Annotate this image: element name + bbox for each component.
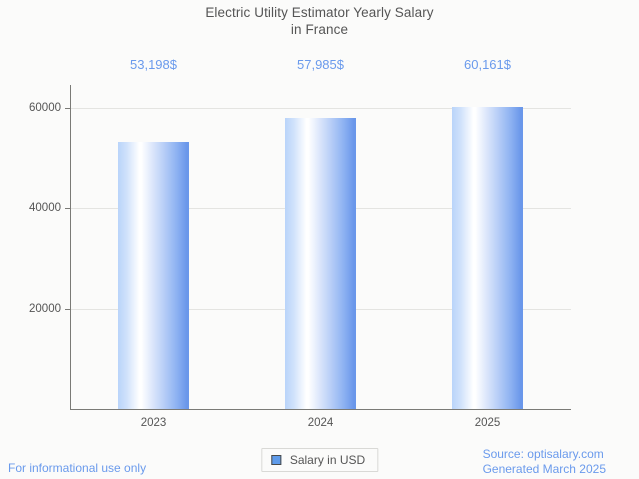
y-axis-tick-label: 20000 (29, 302, 61, 315)
legend-label-salary-in-usd: Salary in USD (289, 453, 366, 467)
bar-value-label-2024: 57,985$ (297, 57, 344, 72)
bar-value-label-2023: 53,198$ (130, 57, 177, 72)
footer-source-block: Source: optisalary.com Generated March 2… (483, 447, 606, 477)
y-tick-mark-20000 (65, 308, 70, 310)
bar-value-label-2025: 60,161$ (464, 57, 511, 72)
x-axis-category-label-2025: 2025 (474, 417, 501, 429)
y-tick-mark-40000 (65, 208, 70, 210)
x-axis-line (70, 409, 571, 410)
bar-2025[interactable] (452, 106, 523, 409)
x-axis-category-label-2023: 2023 (140, 417, 167, 429)
chart-legend: Salary in USD (260, 448, 379, 472)
x-axis-category-label-2024: 2024 (307, 417, 334, 429)
bar-2023[interactable] (118, 141, 189, 409)
footer-generated: Generated March 2025 (482, 462, 606, 476)
chart-title-line2: in France (290, 22, 349, 37)
plot-area: 20000 40000 60000 (29, 85, 571, 409)
footer-source: Source: optisalary.com (482, 447, 604, 461)
y-axis-line (70, 85, 71, 410)
y-axis-tick-label: 40000 (29, 202, 61, 215)
y-axis-tick-label: 60000 (29, 101, 61, 114)
gridline-60000 (70, 107, 571, 109)
bar-2024[interactable] (285, 117, 356, 409)
footer-disclaimer: For informational use only (8, 461, 147, 475)
y-tick-mark-60000 (65, 107, 70, 109)
legend-swatch-salary-in-usd (270, 455, 281, 465)
chart-title: Electric Utility Estimator Yearly Salary… (0, 4, 639, 38)
chart-title-line1: Electric Utility Estimator Yearly Salary (205, 5, 434, 20)
